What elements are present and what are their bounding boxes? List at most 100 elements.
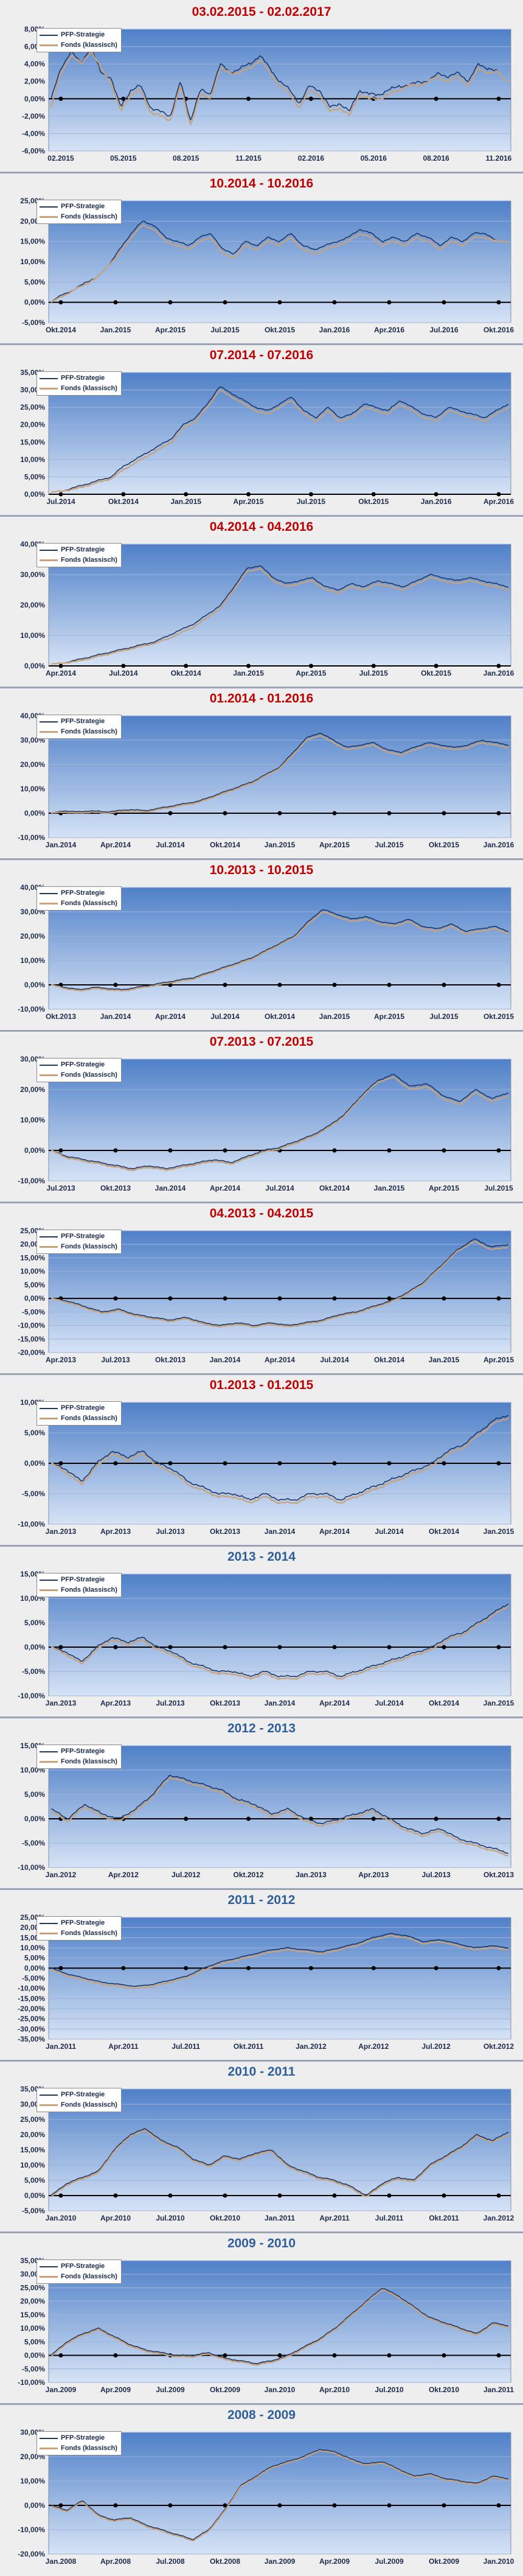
chart-title: 04.2013 - 04.2015: [209, 1206, 314, 1220]
x-tick-mark: [223, 811, 227, 816]
legend-entry: Fonds (klassisch): [40, 1070, 117, 1080]
legend-label: Fonds (klassisch): [61, 1586, 117, 1594]
chart-legend: PFP-Strategie Fonds (klassisch): [36, 543, 122, 567]
legend-label: Fonds (klassisch): [61, 2273, 117, 2280]
x-tick-mark: [113, 1461, 118, 1466]
chart-title: 01.2014 - 01.2016: [209, 691, 314, 705]
x-tick-label: Apr.2014: [46, 669, 76, 677]
legend-swatch: [40, 2094, 58, 2096]
legend-swatch: [40, 1407, 58, 1409]
x-tick-label: Apr.2013: [100, 1527, 131, 1536]
y-tick-label: -20,00%: [18, 1348, 45, 1357]
x-tick-mark: [168, 811, 173, 816]
chart-panel: 07.2014 - 07.2016 0,00% 5,00% 10,00% 15,00% 2…: [0, 343, 523, 515]
y-tick-label: 15,00%: [20, 237, 45, 246]
legend-entry: Fonds (klassisch): [40, 2443, 117, 2454]
x-tick-mark: [387, 811, 392, 816]
legend-label: Fonds (klassisch): [61, 1930, 117, 1937]
x-tick-mark: [442, 300, 446, 305]
x-tick-label: Apr.2014: [319, 1527, 350, 1536]
x-tick-mark: [496, 811, 501, 816]
x-tick-mark: [332, 2503, 337, 2508]
chart-plot: -5,00%0,00%5,00%10,00%15,00%20,00%25,00%…: [20, 197, 514, 334]
x-tick-mark: [434, 1816, 438, 1821]
chart-title: 04.2014 - 04.2016: [209, 520, 314, 534]
x-tick-label: Okt.2016: [483, 326, 514, 334]
x-tick-mark: [442, 1645, 446, 1650]
x-tick-label: Apr.2009: [100, 2385, 131, 2394]
chart-plot: 0,00%10,00%20,00%30,00%40,00%Apr.2014 Jul…: [20, 540, 514, 677]
x-tick-label: Apr.2015: [429, 1184, 459, 1192]
y-tick-label: 0,00%: [24, 662, 45, 670]
legend-swatch: [40, 1236, 58, 1237]
x-tick-mark: [113, 2503, 118, 2508]
legend-swatch: [40, 2104, 58, 2106]
x-tick-mark: [332, 982, 337, 987]
x-tick-mark: [184, 663, 189, 668]
legend-entry: PFP-Strategie: [40, 1060, 117, 1070]
x-tick-mark: [168, 2503, 173, 2508]
x-tick-label: 08.2015: [173, 154, 199, 163]
chart-plot: -10,00%0,00%10,00%20,00%30,00%40,00%Jan.…: [18, 712, 514, 849]
legend-entry: PFP-Strategie: [40, 888, 117, 898]
chart-plot: -10,00%-5,00%0,00%5,00%10,00%15,00%Jan.2…: [18, 1741, 514, 1879]
legend-entry: PFP-Strategie: [40, 201, 117, 212]
y-tick-label: -10,00%: [18, 1692, 45, 1700]
series-line-fonds-klassisch: [50, 1418, 509, 1505]
y-tick-label: -10,00%: [18, 1863, 45, 1872]
x-tick-label: Okt.2013: [210, 1527, 240, 1536]
x-tick-label: Jan.2009: [265, 2557, 296, 2566]
y-tick-label: 5,00%: [24, 1281, 45, 1289]
legend-label: PFP-Strategie: [61, 1919, 105, 1927]
y-tick-label: 0,00%: [24, 1294, 45, 1303]
chart-panel: 2010 - 2011 -5,00% 0,00% 5,00% 10,00% 15,00% 2…: [0, 2060, 523, 2231]
x-tick-mark: [223, 1645, 227, 1650]
x-tick-label: Jul.2013: [156, 1527, 185, 1536]
chart-panel: 01.2014 - 01.2016 -10,00% 0,00% 10,00% 20,00…: [0, 687, 523, 858]
y-tick-label: 0,00%: [24, 1459, 45, 1468]
x-tick-mark: [246, 663, 251, 668]
x-tick-label: Apr.2011: [319, 2214, 350, 2222]
legend-entry: Fonds (klassisch): [40, 1413, 117, 1424]
x-tick-mark: [223, 2193, 227, 2198]
chart-legend: PFP-Strategie Fonds (klassisch): [36, 371, 122, 396]
x-tick-label: Okt.2013: [155, 1356, 185, 1364]
chart-panel: 2008 - 2009 -20,00% -10,00% 0,00% 10,00% 20,0…: [0, 2403, 523, 2575]
x-tick-mark: [434, 492, 438, 497]
x-tick-mark: [223, 982, 227, 987]
legend-swatch: [40, 216, 58, 218]
series-line-pfp-strategie: [50, 732, 509, 814]
x-tick-label: Jul.2014: [46, 497, 75, 506]
y-tick-label: 20,00%: [20, 1085, 45, 1094]
legend-swatch: [40, 1246, 58, 1248]
legend-label: PFP-Strategie: [61, 2263, 105, 2270]
plot-area: [48, 1573, 511, 1696]
chart-title: 10.2013 - 10.2015: [209, 863, 314, 877]
x-tick-mark: [246, 1816, 251, 1821]
x-tick-label: Okt.2013: [46, 1012, 76, 1021]
x-tick-mark: [277, 982, 282, 987]
x-tick-mark: [496, 300, 501, 305]
legend-entry: PFP-Strategie: [40, 1403, 117, 1413]
y-tick-label: -10,00%: [18, 833, 45, 842]
x-tick-label: Jul.2014: [375, 1699, 404, 1707]
y-tick-label: 5,00%: [24, 472, 45, 481]
x-tick-label: Apr.2012: [358, 2042, 389, 2051]
y-tick-label: 5,00%: [24, 278, 45, 286]
legend-swatch: [40, 1751, 58, 1752]
x-tick-mark: [332, 1296, 337, 1301]
y-tick-label: -6,00%: [22, 147, 45, 155]
legend-label: Fonds (klassisch): [61, 2101, 117, 2109]
x-tick-mark: [442, 982, 446, 987]
x-tick-label: Apr.2015: [319, 841, 350, 849]
legend-entry: Fonds (klassisch): [40, 727, 117, 737]
y-tick-label: 5,00%: [24, 2176, 45, 2185]
x-tick-label: Jul.2013: [101, 1356, 130, 1364]
y-tick-label: 10,00%: [20, 2324, 45, 2333]
plot-area: [48, 1230, 511, 1353]
legend-entry: Fonds (klassisch): [40, 555, 117, 565]
x-tick-mark: [496, 2193, 501, 2198]
legend-label: Fonds (klassisch): [61, 728, 117, 735]
x-tick-label: Jul.2015: [429, 1012, 459, 1021]
